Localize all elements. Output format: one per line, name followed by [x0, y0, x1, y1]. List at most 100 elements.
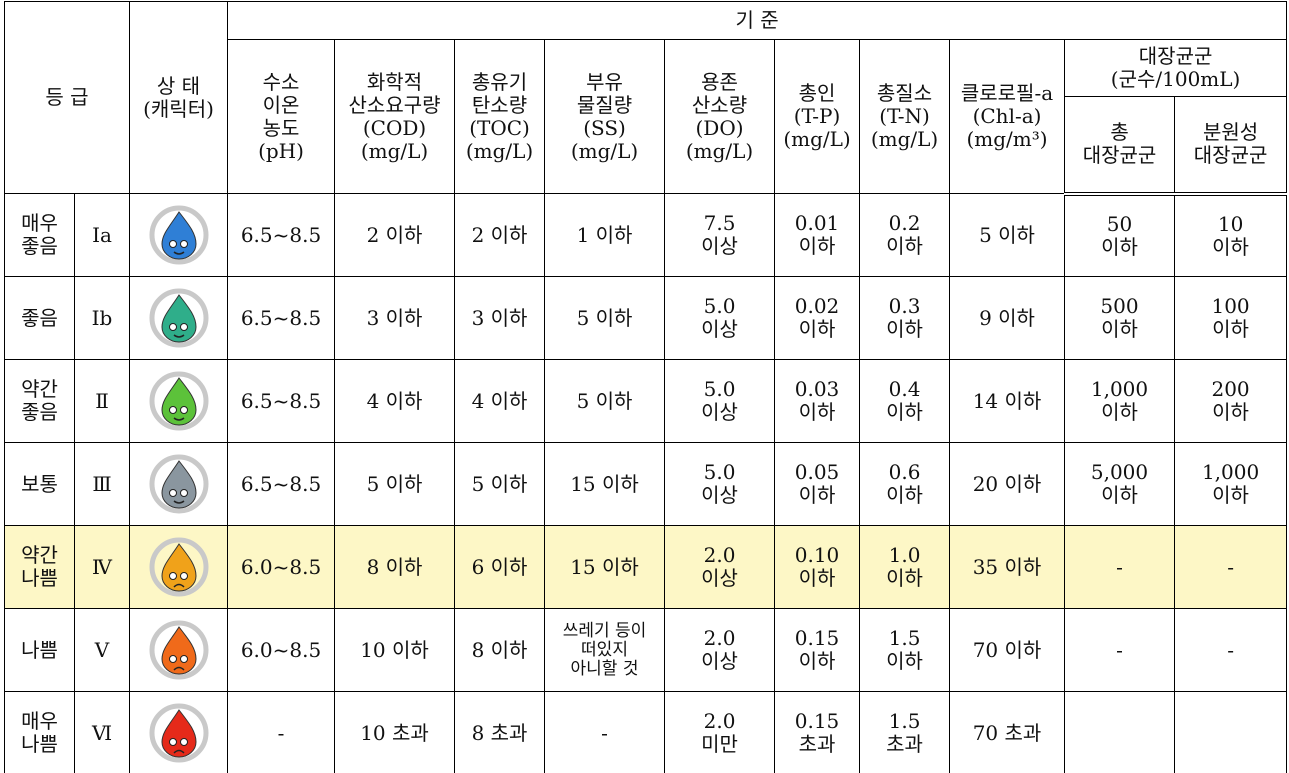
- icon-eye: [169, 407, 176, 414]
- column-header: 화학적 산소요구량 (COD) (mg/L): [335, 40, 455, 194]
- empty-cell: [1065, 692, 1175, 773]
- icon-cell: [130, 360, 228, 443]
- value-cell: 100 이하: [1175, 277, 1287, 360]
- column-header: 부유 물질량 (SS) (mg/L): [545, 40, 665, 194]
- character-icon: [148, 702, 210, 764]
- water-quality-table: 등 급 상 태 (캐릭터) 기 준 수소 이온 농도 (pH) 화학적 산소요구…: [4, 1, 1287, 773]
- icon-cell: [130, 526, 228, 609]
- value-cell: 0.03 이하: [775, 360, 860, 443]
- character-icon: [148, 453, 210, 515]
- icon-eye: [180, 490, 187, 497]
- icon-cell: [130, 277, 228, 360]
- column-header: 용존 산소량 (DO) (mg/L): [665, 40, 775, 194]
- value-cell: 14 이하: [950, 360, 1065, 443]
- icon-eye: [180, 407, 187, 414]
- icon-drop: [162, 295, 196, 342]
- level-cell: 매우 좋음: [5, 194, 75, 277]
- grade-cell: Ⅴ: [75, 609, 130, 692]
- icon-eye: [169, 241, 176, 248]
- icon-drop: [162, 461, 196, 508]
- value-cell: 10 초과: [335, 692, 455, 773]
- value-cell: 8 초과: [455, 692, 545, 773]
- value-cell: 6 이하: [455, 526, 545, 609]
- value-cell: 5 이하: [545, 277, 665, 360]
- value-cell: -: [1065, 526, 1175, 609]
- icon-cell: [130, 194, 228, 277]
- value-cell: 1 이하: [545, 194, 665, 277]
- icon-eye: [180, 739, 187, 746]
- data-row: 좋음Ib6.5~8.53 이하3 이하5 이하5.0 이상0.02 이하0.3 …: [5, 277, 1287, 360]
- value-cell: 5.0 이상: [665, 277, 775, 360]
- value-cell: 2.0 이상: [665, 609, 775, 692]
- value-cell: 5 이하: [950, 194, 1065, 277]
- grade-header: 등 급: [5, 2, 130, 194]
- value-cell: 3 이하: [455, 277, 545, 360]
- value-cell: 7.5 이상: [665, 194, 775, 277]
- value-cell: 0.2 이하: [860, 194, 950, 277]
- column-header: 총질소 (T-N) (mg/L): [860, 40, 950, 194]
- icon-eye: [169, 490, 176, 497]
- icon-cell: [130, 692, 228, 773]
- value-cell: -: [545, 692, 665, 773]
- value-cell: 0.05 이하: [775, 443, 860, 526]
- value-cell: 6.5~8.5: [228, 443, 335, 526]
- level-cell: 매우 나쁨: [5, 692, 75, 773]
- character-icon: [148, 619, 210, 681]
- value-cell: 0.15 초과: [775, 692, 860, 773]
- value-cell: 5 이하: [545, 360, 665, 443]
- value-cell: 1,000 이하: [1175, 443, 1287, 526]
- level-cell: 약간 좋음: [5, 360, 75, 443]
- value-cell: 4 이하: [455, 360, 545, 443]
- column-header: 총인 (T-P) (mg/L): [775, 40, 860, 194]
- icon-eye: [169, 573, 176, 580]
- value-cell: 70 이하: [950, 609, 1065, 692]
- value-cell: 8 이하: [335, 526, 455, 609]
- grade-cell: Ⅳ: [75, 526, 130, 609]
- value-cell: 6.0~8.5: [228, 609, 335, 692]
- coliform-total-header: 총 대장균군: [1065, 97, 1175, 194]
- coliform-fecal-header: 분원성 대장균군: [1175, 97, 1287, 194]
- value-cell: 8 이하: [455, 609, 545, 692]
- value-cell: 9 이하: [950, 277, 1065, 360]
- icon-eye: [169, 656, 176, 663]
- value-cell: 15 이하: [545, 526, 665, 609]
- value-cell: 2.0 이상: [665, 526, 775, 609]
- empty-cell: [1175, 692, 1287, 773]
- value-cell: 6.5~8.5: [228, 277, 335, 360]
- value-cell: 1,000 이하: [1065, 360, 1175, 443]
- value-cell: 1.5 초과: [860, 692, 950, 773]
- icon-drop: [162, 212, 196, 259]
- value-cell: 6.5~8.5: [228, 360, 335, 443]
- character-icon: [148, 204, 210, 266]
- grade-cell: Ⅵ: [75, 692, 130, 773]
- grade-cell: Ⅱ: [75, 360, 130, 443]
- column-header: 총유기 탄소량 (TOC) (mg/L): [455, 40, 545, 194]
- column-header: 클로로필-a (Chl-a) (mg/m³): [950, 40, 1065, 194]
- value-cell: -: [1175, 609, 1287, 692]
- grade-cell: Ib: [75, 277, 130, 360]
- character-icon: [148, 287, 210, 349]
- coliform-header: 대장균군 (군수/100mL): [1065, 40, 1287, 97]
- value-cell: 2 이하: [455, 194, 545, 277]
- level-cell: 좋음: [5, 277, 75, 360]
- value-cell: 10 이하: [335, 609, 455, 692]
- value-cell: 0.01 이하: [775, 194, 860, 277]
- value-cell: 50 이하: [1065, 194, 1175, 277]
- value-cell: 5 이하: [335, 443, 455, 526]
- value-cell: 500 이하: [1065, 277, 1175, 360]
- value-cell: 5.0 이상: [665, 443, 775, 526]
- column-header: 수소 이온 농도 (pH): [228, 40, 335, 194]
- icon-eye: [180, 656, 187, 663]
- value-cell: 0.02 이하: [775, 277, 860, 360]
- criteria-header: 기 준: [228, 2, 1287, 40]
- grade-cell: Ⅲ: [75, 443, 130, 526]
- icon-eye: [169, 324, 176, 331]
- value-cell: 1.0 이하: [860, 526, 950, 609]
- value-cell: 0.3 이하: [860, 277, 950, 360]
- icon-cell: [130, 443, 228, 526]
- value-cell: 35 이하: [950, 526, 1065, 609]
